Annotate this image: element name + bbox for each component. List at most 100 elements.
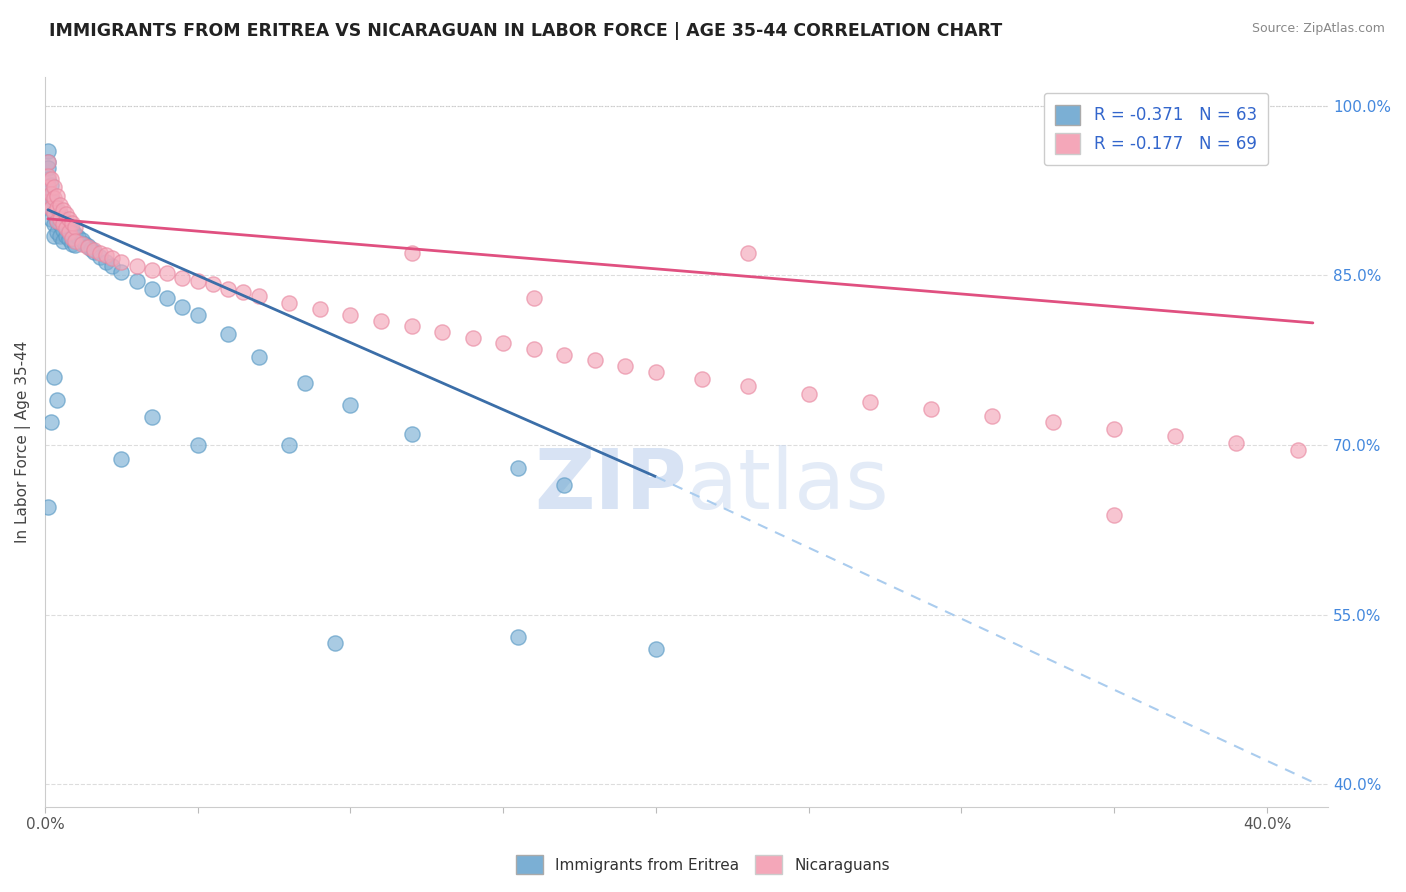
Point xyxy=(614,359,637,373)
Point xyxy=(42,206,65,220)
Point xyxy=(583,353,606,368)
Point xyxy=(217,327,239,342)
Point xyxy=(46,214,69,228)
Point xyxy=(52,223,75,237)
Point xyxy=(49,206,72,220)
Point xyxy=(920,401,942,416)
Point xyxy=(39,178,62,192)
Point xyxy=(39,211,62,226)
Point xyxy=(60,236,83,251)
Point xyxy=(645,641,668,656)
Point xyxy=(553,347,575,361)
Point xyxy=(110,451,132,466)
Point xyxy=(42,194,65,209)
Point xyxy=(55,220,77,235)
Point xyxy=(217,282,239,296)
Y-axis label: In Labor Force | Age 35-44: In Labor Force | Age 35-44 xyxy=(15,341,31,543)
Point xyxy=(156,291,179,305)
Point xyxy=(70,236,93,251)
Point xyxy=(401,426,423,441)
Point xyxy=(523,342,546,356)
Point xyxy=(232,285,254,300)
Point xyxy=(46,201,69,215)
Point xyxy=(187,438,209,452)
Point xyxy=(1104,422,1126,436)
Point xyxy=(309,302,332,317)
Point xyxy=(37,144,59,158)
Point xyxy=(49,228,72,243)
Point xyxy=(67,230,90,244)
Point xyxy=(89,250,111,264)
Point xyxy=(125,260,148,274)
Point xyxy=(523,291,546,305)
Point xyxy=(553,477,575,491)
Point xyxy=(37,189,59,203)
Text: Source: ZipAtlas.com: Source: ZipAtlas.com xyxy=(1251,22,1385,36)
Point xyxy=(42,370,65,384)
Point xyxy=(70,233,93,247)
Point xyxy=(73,236,96,251)
Point xyxy=(37,194,59,209)
Point xyxy=(60,216,83,230)
Point xyxy=(141,409,163,424)
Point xyxy=(94,248,117,262)
Point xyxy=(52,235,75,249)
Text: ZIP: ZIP xyxy=(534,445,686,526)
Point xyxy=(690,372,713,386)
Point xyxy=(80,243,103,257)
Point xyxy=(55,218,77,232)
Point xyxy=(1104,508,1126,523)
Point xyxy=(37,169,59,183)
Point xyxy=(370,313,392,327)
Point xyxy=(1042,416,1064,430)
Text: IMMIGRANTS FROM ERITREA VS NICARAGUAN IN LABOR FORCE | AGE 35-44 CORRELATION CHA: IMMIGRANTS FROM ERITREA VS NICARAGUAN IN… xyxy=(49,22,1002,40)
Point xyxy=(294,376,316,390)
Point xyxy=(278,438,301,452)
Point xyxy=(492,336,515,351)
Point xyxy=(42,206,65,220)
Point xyxy=(94,255,117,269)
Point xyxy=(65,237,87,252)
Text: atlas: atlas xyxy=(686,445,889,526)
Point xyxy=(42,228,65,243)
Point xyxy=(430,325,453,339)
Point xyxy=(101,252,124,266)
Point xyxy=(60,223,83,237)
Point xyxy=(461,330,484,344)
Point xyxy=(58,232,80,246)
Point xyxy=(797,387,820,401)
Point xyxy=(737,379,759,393)
Legend: Immigrants from Eritrea, Nicaraguans: Immigrants from Eritrea, Nicaraguans xyxy=(509,849,897,880)
Point xyxy=(401,319,423,334)
Point xyxy=(46,202,69,217)
Point xyxy=(339,399,361,413)
Point xyxy=(76,240,98,254)
Point xyxy=(46,214,69,228)
Point xyxy=(110,255,132,269)
Point xyxy=(172,300,194,314)
Point xyxy=(37,155,59,169)
Point xyxy=(39,189,62,203)
Point xyxy=(42,180,65,194)
Point xyxy=(65,227,87,241)
Point xyxy=(339,308,361,322)
Point xyxy=(508,460,530,475)
Point xyxy=(247,350,270,364)
Point xyxy=(83,244,105,258)
Point xyxy=(37,500,59,515)
Point xyxy=(39,172,62,186)
Point xyxy=(39,186,62,201)
Point xyxy=(39,201,62,215)
Point xyxy=(37,161,59,175)
Point xyxy=(278,295,301,310)
Point xyxy=(58,226,80,240)
Point xyxy=(508,630,530,644)
Point xyxy=(39,201,62,215)
Point xyxy=(42,191,65,205)
Point xyxy=(401,245,423,260)
Point xyxy=(39,416,62,430)
Point xyxy=(859,395,882,409)
Point xyxy=(65,219,87,234)
Point xyxy=(89,245,111,260)
Point xyxy=(46,226,69,240)
